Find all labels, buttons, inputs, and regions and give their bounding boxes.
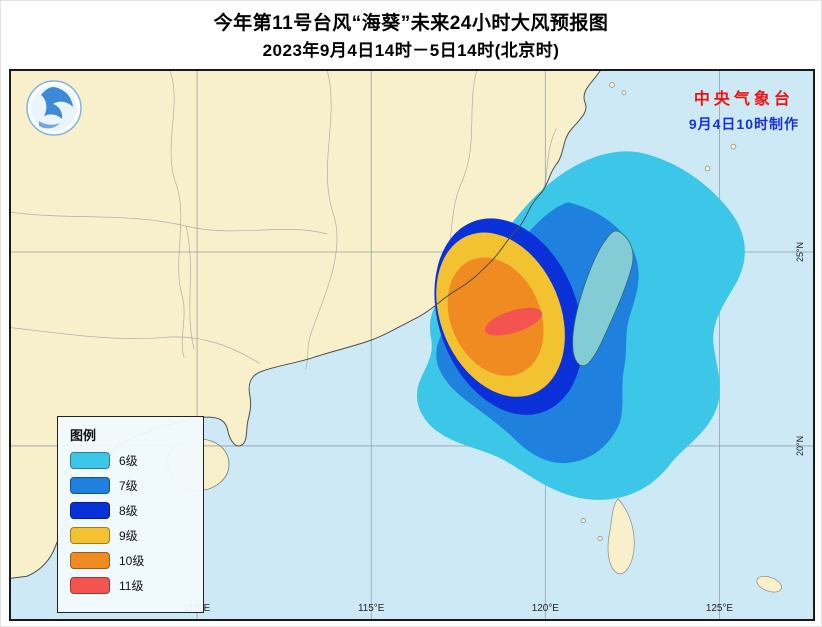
legend-swatch-level10 xyxy=(70,552,110,569)
legend-swatch-level11 xyxy=(70,577,110,594)
legend-label-level6: 6级 xyxy=(119,454,138,468)
x-tick-115e: 115°E xyxy=(358,603,385,614)
legend-label-level7: 7级 xyxy=(119,479,138,493)
legend-item-level10: 10级 xyxy=(70,552,191,569)
y-tick-20n: 20°N xyxy=(795,436,805,456)
legend-label-level9: 9级 xyxy=(119,529,138,543)
legend-swatch-level9 xyxy=(70,527,110,544)
small-islands xyxy=(580,82,782,593)
x-tick-120e: 120°E xyxy=(532,603,560,614)
x-tick-125e: 125°E xyxy=(706,603,734,614)
legend-item-level6: 6级 xyxy=(70,452,191,469)
agency-name: 中央气象台 xyxy=(693,91,794,108)
agency-issue-time: 9月4日10时制作 xyxy=(688,116,799,132)
taiwan-island xyxy=(572,230,634,367)
legend-item-level9: 9级 xyxy=(70,527,191,544)
legend-label-level11: 11级 xyxy=(119,579,144,593)
agency-stamp: 中央气象台 9月4日10时制作 xyxy=(689,85,799,134)
map-header: 今年第11号台风“海葵”未来24小时大风预报图 2023年9月4日14时－5日1… xyxy=(1,10,821,64)
cma-logo xyxy=(25,79,83,137)
legend-item-level8: 8级 xyxy=(70,502,191,519)
wind-area-level10 xyxy=(447,257,544,376)
legend-title: 图例 xyxy=(70,428,97,443)
legend-label-level8: 8级 xyxy=(119,504,138,518)
legend: 图例 6级 7级 8级 9级 10级 11 xyxy=(57,416,204,613)
legend-label-level10: 10级 xyxy=(119,554,145,568)
wind-area-level11 xyxy=(484,307,543,336)
map-title-line2: 2023年9月4日14时－5日14时(北京时) xyxy=(262,41,560,60)
legend-item-level11: 11级 xyxy=(70,577,191,594)
legend-swatch-level8 xyxy=(70,502,110,519)
china-mainland xyxy=(11,71,601,579)
cma-logo-icon xyxy=(26,80,82,136)
legend-item-level7: 7级 xyxy=(70,477,191,494)
legend-swatch-level6 xyxy=(70,452,110,469)
map-frame: 110°E 115°E 120°E 125°E 25°N 20°N 中央气象台 … xyxy=(9,69,815,621)
legend-swatch-level7 xyxy=(70,477,110,494)
y-tick-25n: 25°N xyxy=(795,242,805,262)
map-title-line1: 今年第11号台风“海葵”未来24小时大风预报图 xyxy=(213,13,609,34)
